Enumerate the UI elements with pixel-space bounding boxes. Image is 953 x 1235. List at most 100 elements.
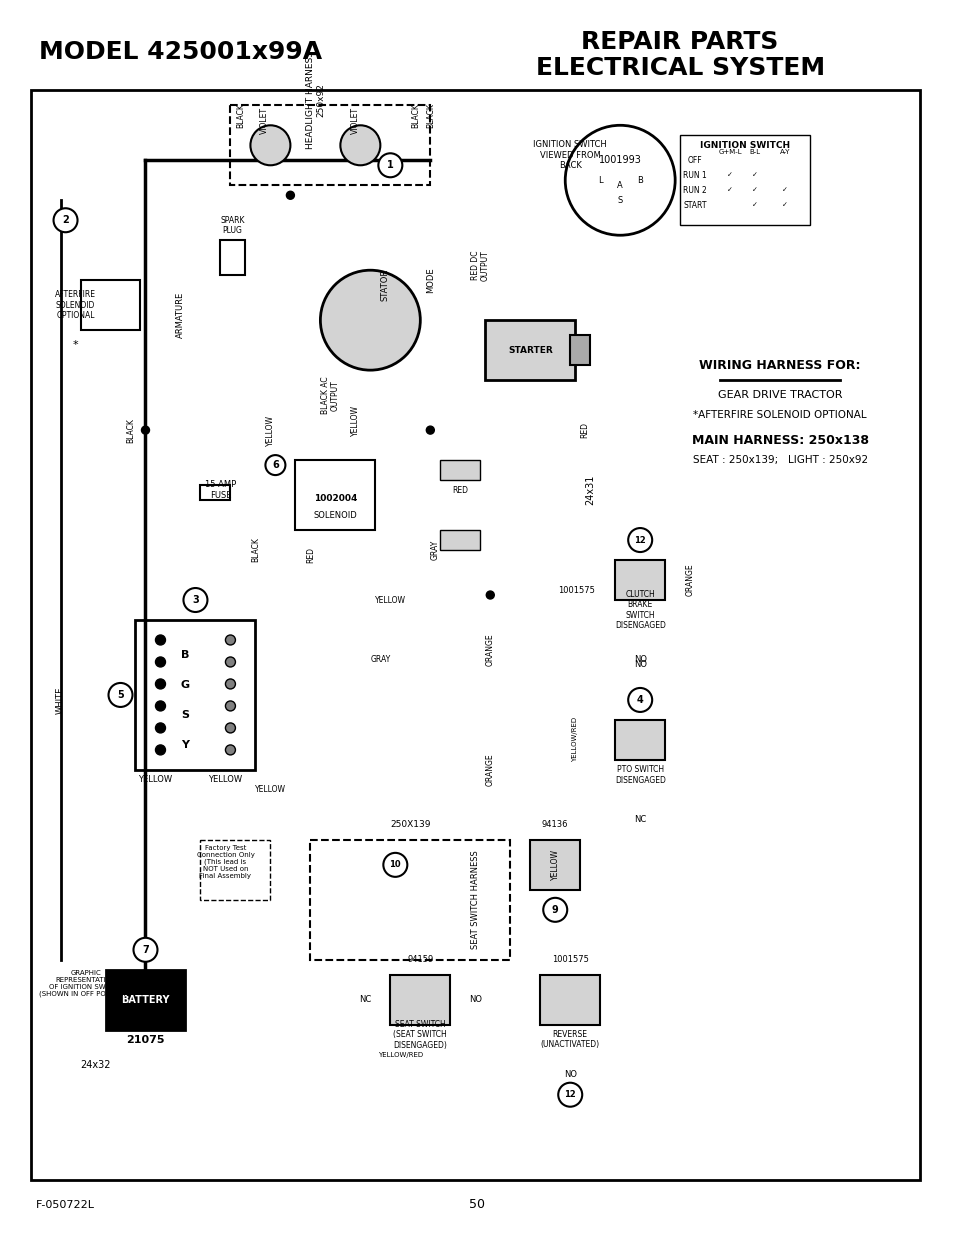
Text: ORANGE: ORANGE bbox=[485, 634, 495, 667]
Text: 50: 50 bbox=[469, 1198, 485, 1212]
Bar bbox=[295, 461, 375, 530]
Text: 1: 1 bbox=[387, 161, 394, 170]
Circle shape bbox=[133, 937, 157, 962]
Circle shape bbox=[286, 191, 294, 199]
Text: WIRING HARNESS FOR:: WIRING HARNESS FOR: bbox=[699, 358, 860, 372]
Text: ✓: ✓ bbox=[726, 188, 732, 193]
Text: MODE: MODE bbox=[425, 268, 435, 293]
Text: NC: NC bbox=[359, 995, 371, 1004]
Text: GEAR DRIVE TRACTOR: GEAR DRIVE TRACTOR bbox=[717, 390, 841, 400]
Text: SOLENOID: SOLENOID bbox=[314, 510, 356, 520]
Circle shape bbox=[225, 701, 235, 711]
Text: YELLOW: YELLOW bbox=[208, 776, 242, 784]
Circle shape bbox=[141, 426, 150, 435]
Circle shape bbox=[564, 125, 675, 235]
Text: YELLOW/RED: YELLOW/RED bbox=[572, 718, 578, 762]
Text: CLUTCH
BRAKE
SWITCH
DISENGAGED: CLUTCH BRAKE SWITCH DISENGAGED bbox=[614, 590, 665, 630]
Text: PTO SWITCH
DISENGAGED: PTO SWITCH DISENGAGED bbox=[614, 766, 665, 784]
Bar bbox=[615, 559, 664, 600]
Text: BLACK AC
OUTPUT: BLACK AC OUTPUT bbox=[320, 377, 339, 414]
Text: NC: NC bbox=[634, 815, 645, 825]
Text: YELLOW: YELLOW bbox=[254, 785, 286, 794]
Text: S: S bbox=[181, 710, 190, 720]
Text: B: B bbox=[637, 175, 642, 185]
Text: WHITE: WHITE bbox=[56, 687, 65, 714]
Circle shape bbox=[109, 683, 132, 706]
Text: RED: RED bbox=[580, 422, 589, 438]
Text: ✓: ✓ bbox=[751, 203, 758, 209]
Bar bbox=[530, 840, 579, 890]
Circle shape bbox=[155, 701, 165, 711]
Text: IGNITION SWITCH: IGNITION SWITCH bbox=[700, 141, 789, 149]
Text: 6: 6 bbox=[272, 461, 278, 471]
Text: REPAIR PARTS: REPAIR PARTS bbox=[581, 31, 778, 54]
Text: 94136: 94136 bbox=[541, 820, 568, 830]
Text: 9: 9 bbox=[551, 905, 558, 915]
Text: ORANGE: ORANGE bbox=[485, 753, 495, 787]
Circle shape bbox=[155, 635, 165, 645]
Text: RED DC
OUTPUT: RED DC OUTPUT bbox=[470, 249, 490, 280]
Text: RUN 2: RUN 2 bbox=[682, 185, 706, 195]
Text: NO: NO bbox=[633, 656, 646, 664]
Bar bbox=[570, 335, 590, 366]
Circle shape bbox=[225, 635, 235, 645]
Text: IGNITION SWITCH
VIEWED FROM
BACK: IGNITION SWITCH VIEWED FROM BACK bbox=[533, 141, 606, 170]
Text: SEAT : 250x139;   LIGHT : 250x92: SEAT : 250x139; LIGHT : 250x92 bbox=[692, 454, 867, 466]
Text: 3: 3 bbox=[192, 595, 198, 605]
Text: A: A bbox=[617, 180, 622, 190]
Circle shape bbox=[558, 1083, 581, 1107]
Text: ✓: ✓ bbox=[781, 203, 787, 209]
Bar bbox=[200, 840, 270, 900]
Text: SPARK
PLUG: SPARK PLUG bbox=[220, 216, 244, 235]
Text: S: S bbox=[617, 196, 622, 205]
Text: NO: NO bbox=[468, 995, 481, 1004]
Text: RUN 1: RUN 1 bbox=[682, 170, 706, 180]
Text: B-L: B-L bbox=[749, 149, 760, 156]
Text: VIOLET: VIOLET bbox=[351, 106, 359, 133]
Text: 1002004: 1002004 bbox=[314, 494, 356, 503]
Text: 12: 12 bbox=[634, 536, 645, 545]
Text: BLACK: BLACK bbox=[252, 537, 260, 562]
Bar bbox=[615, 720, 664, 760]
Text: RED: RED bbox=[452, 485, 468, 494]
Bar bbox=[200, 485, 231, 500]
Bar bbox=[80, 280, 140, 330]
Circle shape bbox=[426, 426, 434, 435]
Text: 24x31: 24x31 bbox=[584, 475, 595, 505]
Circle shape bbox=[320, 270, 420, 370]
Text: ✓: ✓ bbox=[751, 188, 758, 193]
Text: YELLOW: YELLOW bbox=[375, 595, 405, 604]
Text: BLACK: BLACK bbox=[127, 417, 135, 442]
Bar bbox=[440, 530, 479, 550]
Text: L: L bbox=[598, 175, 602, 185]
Text: OFF: OFF bbox=[687, 156, 701, 164]
Bar bbox=[135, 620, 255, 769]
Text: F-050722L: F-050722L bbox=[36, 1199, 95, 1209]
Text: SEAT SWITCH HARNESS: SEAT SWITCH HARNESS bbox=[470, 851, 479, 950]
Bar bbox=[30, 90, 919, 1179]
Bar bbox=[539, 974, 599, 1025]
Text: AFTERFIRE
SOLENOID
OPTIONAL: AFTERFIRE SOLENOID OPTIONAL bbox=[55, 290, 96, 320]
Text: YELLOW/RED: YELLOW/RED bbox=[377, 1052, 422, 1057]
Text: 15 AMP
FUSE: 15 AMP FUSE bbox=[205, 480, 235, 500]
Bar bbox=[220, 241, 245, 275]
Circle shape bbox=[383, 853, 407, 877]
Bar bbox=[390, 974, 450, 1025]
Text: 4: 4 bbox=[637, 695, 643, 705]
Text: REVERSE
(UNACTIVATED): REVERSE (UNACTIVATED) bbox=[540, 1030, 599, 1050]
Text: ARMATURE: ARMATURE bbox=[175, 291, 185, 338]
Text: YELLOW: YELLOW bbox=[138, 776, 172, 784]
Circle shape bbox=[225, 745, 235, 755]
Text: ELECTRICAL SYSTEM: ELECTRICAL SYSTEM bbox=[535, 57, 823, 80]
Bar bbox=[310, 840, 510, 960]
Text: 2: 2 bbox=[62, 215, 69, 225]
Circle shape bbox=[225, 657, 235, 667]
Circle shape bbox=[340, 125, 380, 165]
Circle shape bbox=[155, 745, 165, 755]
Bar bbox=[231, 105, 430, 185]
Text: 10: 10 bbox=[389, 861, 400, 869]
Text: STARTER: STARTER bbox=[507, 346, 552, 354]
Text: VIOLET: VIOLET bbox=[259, 106, 269, 133]
Text: G+M-L: G+M-L bbox=[718, 149, 741, 156]
Circle shape bbox=[155, 679, 165, 689]
